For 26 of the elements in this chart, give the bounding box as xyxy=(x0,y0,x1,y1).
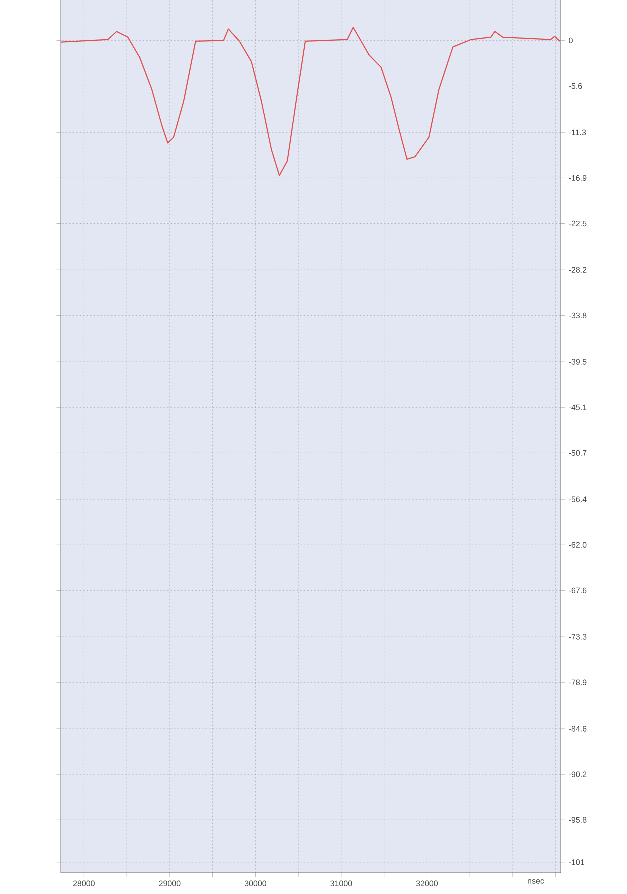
y-tick-label: -39.5 xyxy=(569,359,587,365)
line-series xyxy=(61,27,561,176)
y-tick-label: -50.7 xyxy=(569,450,587,456)
x-tick-label: 31000 xyxy=(330,880,352,886)
y-tick-label: -84.6 xyxy=(569,726,587,732)
y-tick-label: -90.2 xyxy=(569,772,587,778)
y-tick-label: -67.6 xyxy=(569,588,587,594)
y-tick-label: -33.8 xyxy=(569,312,587,319)
y-tick-label: -16.9 xyxy=(569,175,587,182)
x-tick-label: 28000 xyxy=(73,880,95,886)
x-tick-label: 30000 xyxy=(244,880,266,886)
x-tick-label: 32000 xyxy=(416,880,438,886)
y-tick-label: -101 xyxy=(569,860,584,866)
y-tick-label: -95.8 xyxy=(569,817,587,823)
y-tick-label: -78.9 xyxy=(569,680,587,686)
y-tick-label: -62.0 xyxy=(569,542,587,548)
y-tick-label: -45.1 xyxy=(569,404,587,410)
y-tick-label: 0 xyxy=(569,38,573,44)
y-tick-label: -56.4 xyxy=(569,496,587,502)
y-tick-label: -28.2 xyxy=(569,267,587,273)
y-tick-label: -22.5 xyxy=(569,220,587,227)
x-tick-label: 29000 xyxy=(159,880,181,886)
y-tick-label: -73.3 xyxy=(569,634,587,640)
y-tick-label: -11.3 xyxy=(569,130,586,136)
y-tick-label: -5.6 xyxy=(569,83,582,90)
x-axis-title: nsec xyxy=(528,880,544,884)
